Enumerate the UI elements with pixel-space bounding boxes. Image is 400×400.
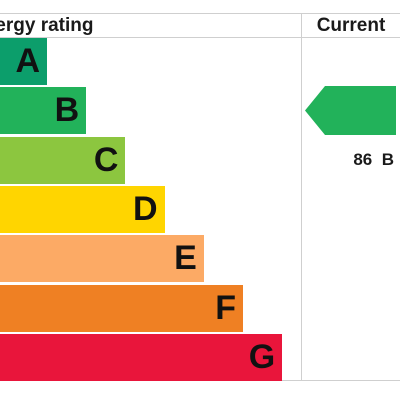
- current-rating-arrow: 86 B: [305, 86, 396, 169]
- energy-rating-header: Energy rating: [0, 15, 94, 36]
- band-c: C: [0, 136, 126, 184]
- band-a: A: [0, 38, 47, 85]
- current-arrow-shape: [305, 86, 396, 135]
- current-rating-value: 86 B: [323, 86, 396, 169]
- column-divider: [301, 13, 302, 381]
- band-letter-a: A: [15, 42, 40, 80]
- band-e: E: [0, 235, 204, 283]
- current-score: 86: [353, 150, 373, 169]
- current-header: Current: [316, 15, 386, 36]
- band-d: D: [0, 185, 165, 233]
- band-f: F: [0, 284, 243, 332]
- band-letter-c: C: [93, 140, 119, 179]
- header-divider: [0, 37, 400, 38]
- band-b: B: [0, 87, 87, 135]
- current-band: B: [381, 150, 394, 169]
- band-letter-f: F: [215, 288, 236, 327]
- band-letter-e: E: [174, 239, 197, 278]
- band-g: G: [0, 333, 283, 381]
- band-letter-g: G: [248, 337, 276, 376]
- band-letter-b: B: [54, 91, 80, 130]
- band-letter-d: D: [133, 189, 158, 228]
